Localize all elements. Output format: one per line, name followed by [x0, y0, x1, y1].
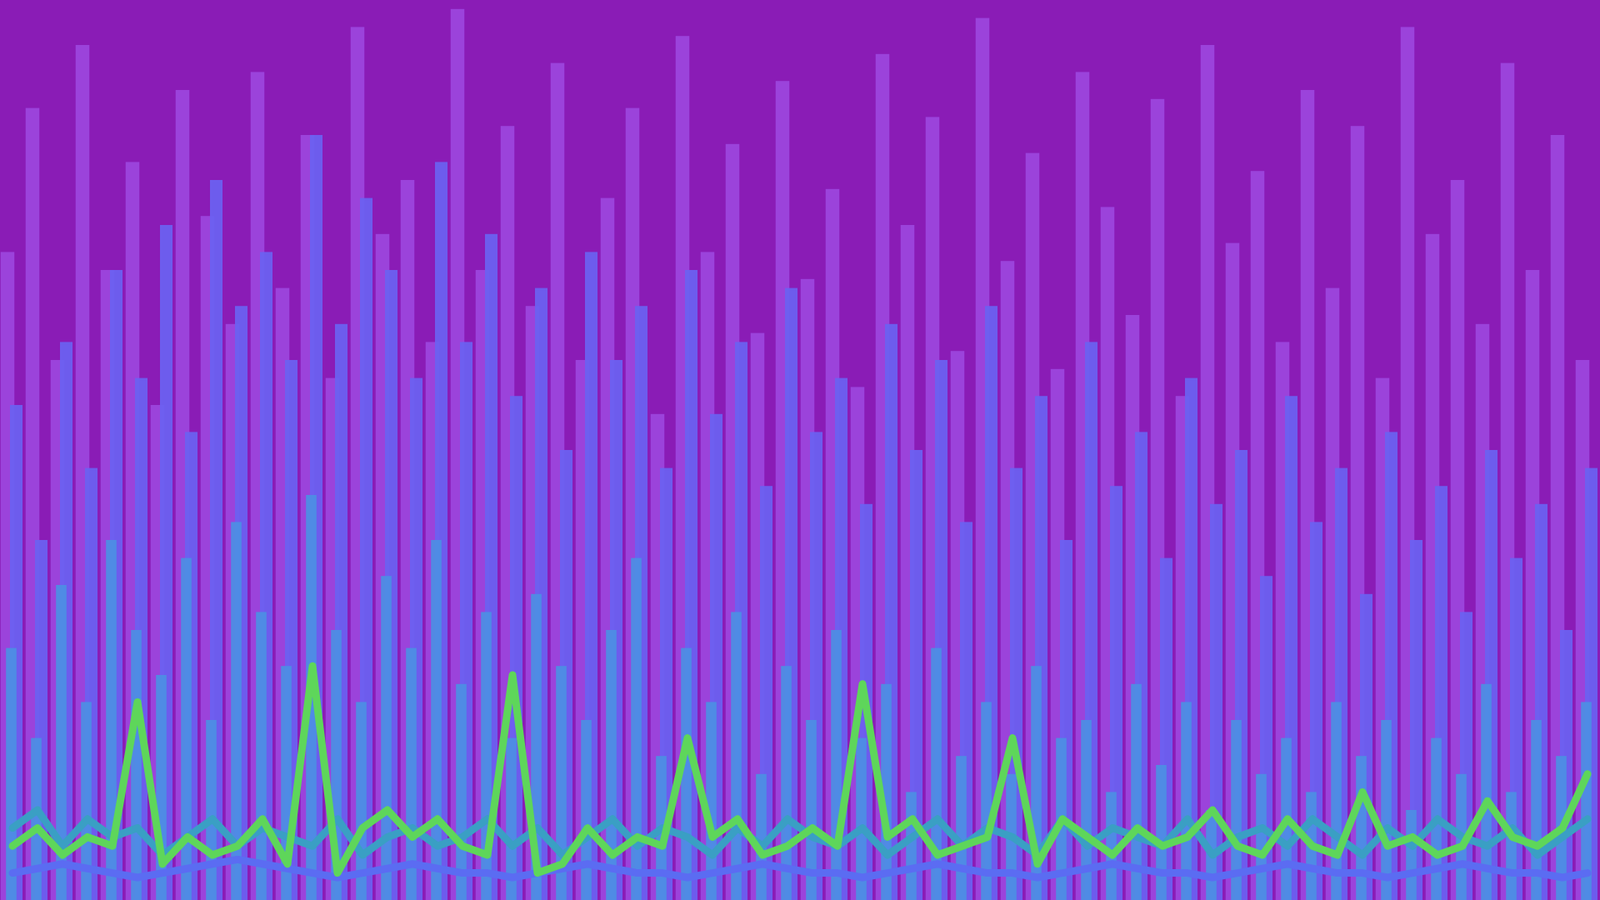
bar	[905, 791, 917, 900]
chart	[0, 0, 1600, 900]
bar	[455, 684, 467, 900]
bar	[730, 611, 742, 900]
background	[0, 0, 1600, 900]
bar	[1155, 765, 1167, 900]
bar	[205, 720, 217, 900]
bar	[755, 774, 767, 900]
bar	[830, 630, 842, 900]
bar	[255, 611, 267, 900]
plot-area	[0, 9, 1598, 900]
bar-series	[0, 9, 1590, 900]
bar	[605, 630, 617, 900]
bar	[1355, 755, 1367, 900]
bar	[130, 630, 142, 900]
bar	[1105, 791, 1117, 900]
line-series	[12, 859, 1588, 878]
line-series	[12, 665, 1588, 873]
line	[12, 859, 1588, 878]
bar	[5, 648, 17, 900]
bar	[1505, 791, 1517, 900]
bar	[1405, 810, 1417, 900]
bar-series	[5, 495, 1592, 900]
bar	[380, 575, 392, 900]
bar	[955, 755, 967, 900]
bar-series	[10, 135, 1598, 900]
bar	[1255, 774, 1267, 900]
line	[12, 665, 1588, 873]
bar	[180, 558, 192, 900]
bar	[580, 720, 592, 900]
